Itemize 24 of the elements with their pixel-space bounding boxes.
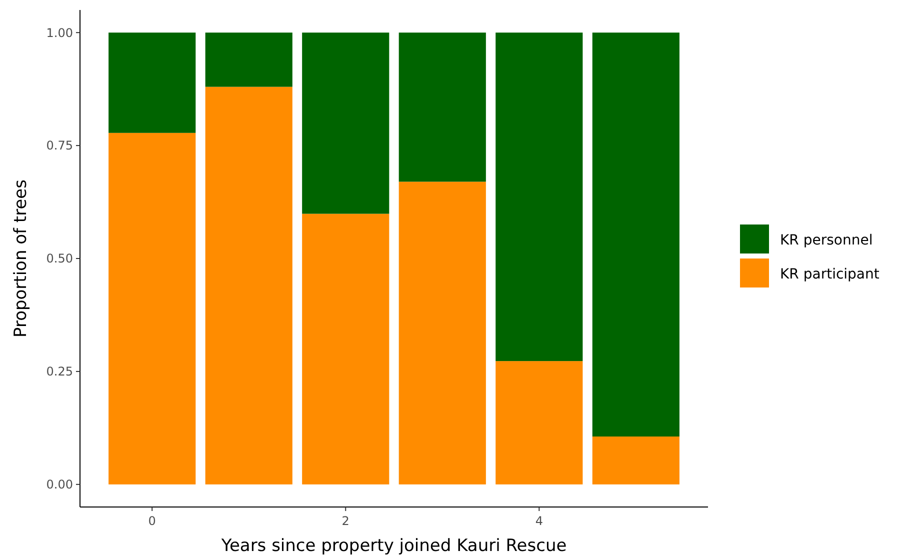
x-tick-label: 4 bbox=[535, 514, 543, 528]
y-tick-label: 0.75 bbox=[46, 138, 73, 153]
y-axis-title: Proportion of trees bbox=[11, 179, 31, 338]
bar bbox=[592, 436, 680, 484]
bar bbox=[108, 32, 196, 133]
legend-label: KR personnel bbox=[780, 232, 873, 248]
bar bbox=[205, 86, 292, 484]
y-tick-label: 1.00 bbox=[46, 26, 73, 40]
bar bbox=[302, 214, 390, 484]
bar bbox=[205, 32, 292, 87]
x-tick-label: 0 bbox=[148, 514, 156, 528]
x-tick-label: 2 bbox=[342, 514, 350, 528]
legend-label: KR participant bbox=[780, 266, 880, 282]
bar bbox=[592, 32, 680, 437]
bar bbox=[398, 182, 486, 484]
y-tick-label: 0.50 bbox=[46, 252, 73, 266]
bar bbox=[496, 361, 583, 484]
y-tick-label: 0.00 bbox=[46, 478, 73, 492]
bar bbox=[398, 32, 486, 182]
bar bbox=[108, 132, 196, 484]
bar bbox=[302, 32, 390, 214]
bar bbox=[496, 32, 583, 362]
y-tick-label: 0.25 bbox=[46, 364, 73, 379]
x-axis-title: Years since property joined Kauri Rescue bbox=[220, 536, 567, 556]
